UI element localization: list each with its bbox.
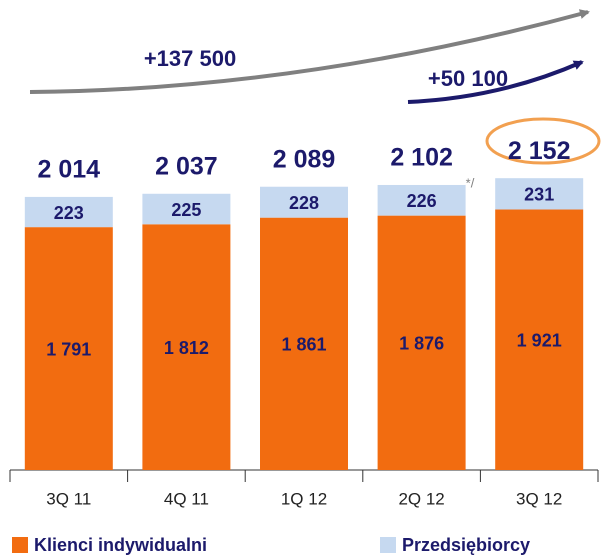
annotation: +137 500 — [144, 46, 236, 71]
bar-segment — [495, 209, 584, 471]
footnote-mark: */ — [466, 175, 475, 190]
growth-arrow — [407, 60, 584, 104]
data-label: 1 921 — [517, 331, 562, 351]
x-tick-label: 4Q 11 — [164, 489, 209, 508]
data-label: 226 — [407, 191, 437, 211]
total-label: 2 102 — [390, 144, 453, 172]
annotation: +50 100 — [428, 66, 508, 91]
bar-segment — [260, 217, 348, 470]
total-label: 2 014 — [38, 156, 101, 184]
data-label: 1 791 — [46, 339, 91, 359]
legend-label: Klienci indywidualni — [34, 535, 207, 555]
bar-segment — [24, 227, 113, 470]
bar-segment — [260, 186, 348, 218]
data-label: 228 — [289, 193, 319, 213]
bar-segment — [142, 224, 231, 470]
bar-segment — [495, 178, 584, 210]
data-label: 1 876 — [399, 334, 444, 354]
data-label: 225 — [171, 200, 201, 220]
legend-label: Przedsiębiorcy — [402, 535, 530, 555]
bar-segment — [377, 215, 466, 470]
x-tick-label: 2Q 12 — [398, 489, 444, 508]
bar-segment — [377, 184, 466, 216]
highlight — [485, 117, 601, 165]
x-tick-label: 3Q 12 — [516, 489, 562, 508]
total-label: 2 152 — [508, 137, 571, 165]
bar-segment — [24, 196, 113, 228]
data-label: 231 — [524, 185, 554, 205]
data-label: 1 812 — [164, 338, 209, 358]
total-label: 2 089 — [273, 145, 336, 173]
data-label: 223 — [54, 203, 84, 223]
total-label: 2 037 — [155, 152, 218, 180]
legend-swatch — [380, 537, 396, 553]
data-label: 1 861 — [281, 335, 326, 355]
legend-swatch — [12, 537, 28, 553]
bar-segment — [142, 193, 231, 225]
x-tick-label: 3Q 11 — [46, 489, 91, 508]
x-tick-label: 1Q 12 — [281, 489, 327, 508]
growth-arrow — [29, 9, 590, 94]
